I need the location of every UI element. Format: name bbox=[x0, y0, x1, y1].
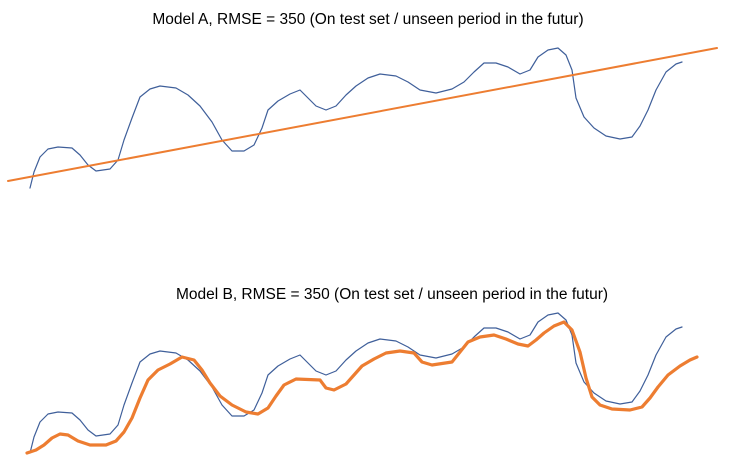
panel-title: Model B, RMSE = 350 (On test set / unsee… bbox=[176, 286, 608, 303]
actual-series bbox=[29, 47, 683, 189]
panel-b: Model B, RMSE = 350 (On test set / unsee… bbox=[25, 286, 699, 455]
actual-series bbox=[29, 312, 683, 454]
model-a-fit bbox=[7, 47, 718, 182]
model-b-fit bbox=[25, 320, 699, 455]
panel-title: Model A, RMSE = 350 (On test set / unsee… bbox=[152, 11, 583, 28]
panel-a: Model A, RMSE = 350 (On test set / unsee… bbox=[7, 11, 718, 189]
